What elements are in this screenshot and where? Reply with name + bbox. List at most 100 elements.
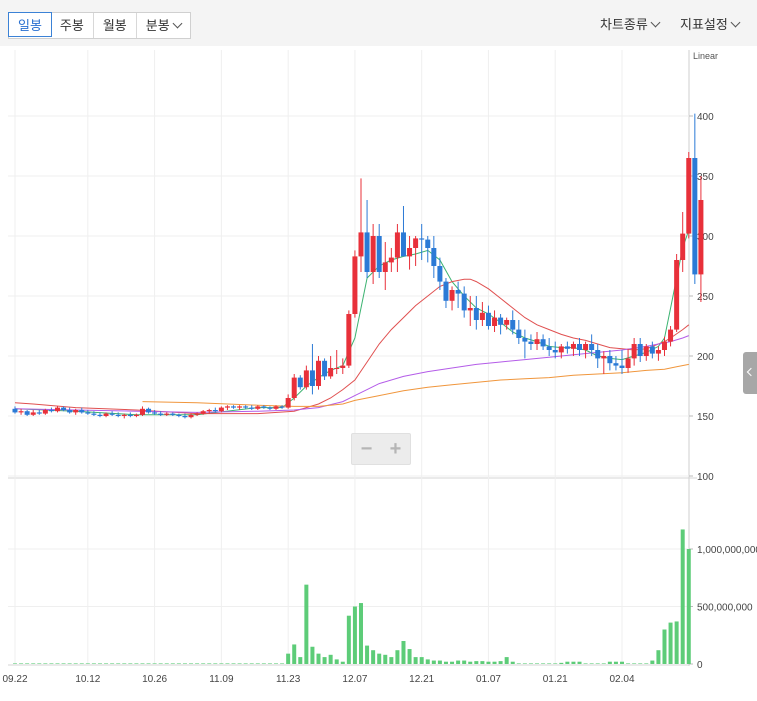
volume-bar <box>528 663 533 664</box>
y-tick-label: 100 <box>697 472 714 483</box>
candle-body <box>637 344 643 356</box>
tab-minute[interactable]: 분봉 <box>137 13 190 38</box>
x-tick-label: 01.07 <box>476 674 501 685</box>
candle-body <box>649 346 655 354</box>
chart-type-menu[interactable]: 차트종류 <box>600 14 661 33</box>
volume-bar <box>274 663 279 664</box>
candle-body <box>546 346 552 350</box>
candle-body <box>109 413 115 415</box>
candle-body <box>139 408 145 415</box>
candle-body <box>625 358 631 368</box>
volume-bar <box>182 663 187 664</box>
tab-weekly[interactable]: 주봉 <box>51 13 94 38</box>
candle-body <box>188 414 194 418</box>
stock-chart[interactable]: 09.22 10.12 10.26 11.09 11.23 12.07 12.21 01.07… <box>0 46 757 696</box>
volume-bar <box>395 650 400 664</box>
candle-body <box>285 398 291 408</box>
x-tick-label: 11.23 <box>276 674 301 685</box>
volume-tick-label: 500,000,000 <box>697 603 753 614</box>
candle-body <box>643 346 649 356</box>
candle-body <box>528 341 534 344</box>
x-tick-label: 12.21 <box>409 674 434 685</box>
chevron-down-icon <box>730 17 741 28</box>
side-panel-toggle[interactable] <box>743 352 757 394</box>
volume-bar <box>79 663 84 664</box>
scale-label: Linear <box>693 51 718 61</box>
candle-body <box>437 266 443 282</box>
volume-bar <box>13 663 17 664</box>
volume-bar <box>116 663 121 664</box>
candle-body <box>570 344 576 349</box>
indicator-label: 지표설정 <box>680 17 728 32</box>
x-tick-label: 10.12 <box>75 674 100 685</box>
candle-body <box>346 314 352 366</box>
candle-body <box>394 232 400 258</box>
volume-bar <box>158 663 163 664</box>
volume-bar <box>680 529 685 664</box>
volume-bar <box>261 663 266 664</box>
period-tabs: 일봉 주봉 월봉 분봉 <box>8 12 191 39</box>
candle-body <box>18 411 24 413</box>
candle-body <box>449 290 455 301</box>
volume-bar <box>304 584 309 664</box>
tab-daily[interactable]: 일봉 <box>8 12 52 37</box>
volume-bar <box>480 661 485 664</box>
volume-bar <box>437 660 442 664</box>
chart-type-label: 차트종류 <box>600 17 648 32</box>
candle-body <box>692 158 698 275</box>
candle-body <box>522 338 528 342</box>
candle-body <box>85 412 91 414</box>
x-tick-label: 01.21 <box>543 674 568 685</box>
indicator-settings-menu[interactable]: 지표설정 <box>680 14 741 33</box>
candle-body <box>455 290 461 294</box>
candle-body <box>443 281 449 301</box>
volume-bar <box>553 663 558 664</box>
volume-bar <box>626 663 631 664</box>
volume-bar <box>686 549 691 664</box>
chart-area[interactable]: 09.22 10.12 10.26 11.09 11.23 12.07 12.21 01.07… <box>0 46 757 696</box>
y-tick-label: 350 <box>697 172 714 183</box>
candle-body <box>91 413 97 415</box>
volume-bar <box>328 654 333 664</box>
candle-body <box>243 406 249 408</box>
volume-bar <box>601 663 606 664</box>
chevron-down-icon <box>650 17 661 28</box>
candle-body <box>67 410 73 413</box>
volume-bar <box>431 660 436 664</box>
candle-body <box>583 344 589 350</box>
candle-body <box>601 356 607 359</box>
candle-body <box>36 412 42 414</box>
candle-body <box>121 414 127 416</box>
volume-bar <box>565 661 570 664</box>
candle-body <box>12 408 18 413</box>
volume-bar <box>346 615 351 664</box>
candle-body <box>164 413 170 415</box>
candle-body <box>370 236 376 272</box>
candle-body <box>133 414 139 416</box>
x-tick-label: 12.07 <box>342 674 367 685</box>
volume-bar <box>249 663 254 664</box>
volume-bar <box>340 661 345 664</box>
candle-body <box>589 344 595 350</box>
chevron-down-icon <box>172 18 183 29</box>
candle-body <box>24 411 30 415</box>
volume-bar <box>607 661 612 664</box>
x-tick-label: 09.22 <box>2 674 27 685</box>
volume-bar <box>255 663 260 664</box>
volume-bar <box>371 650 376 664</box>
zoom-out-button[interactable]: − <box>360 438 373 460</box>
candle-body <box>279 406 285 408</box>
candle-body <box>218 407 224 412</box>
chart-toolbar: 일봉 주봉 월봉 분봉 차트종류 지표설정 <box>0 0 757 46</box>
candle-body <box>461 293 467 311</box>
candle-body <box>467 308 473 311</box>
candle-body <box>352 256 358 314</box>
volume-bar <box>104 663 109 664</box>
candle-body <box>103 413 109 416</box>
zoom-in-button[interactable]: + <box>389 438 402 460</box>
y-tick-label: 200 <box>697 352 714 363</box>
volume-bar <box>189 663 194 664</box>
volume-bar <box>656 650 661 664</box>
tab-monthly[interactable]: 월봉 <box>94 13 137 38</box>
candle-body <box>492 317 498 326</box>
